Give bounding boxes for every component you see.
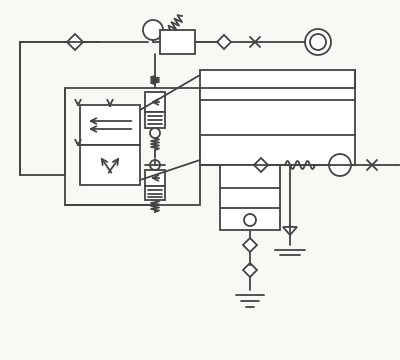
Polygon shape — [254, 158, 268, 172]
Bar — [200, 70, 355, 165]
Polygon shape — [283, 227, 297, 235]
Circle shape — [244, 214, 256, 226]
Circle shape — [310, 34, 326, 50]
Polygon shape — [67, 34, 83, 50]
Bar — [145, 92, 165, 112]
Bar — [80, 145, 140, 185]
Bar — [65, 88, 200, 205]
Polygon shape — [217, 35, 231, 49]
Bar — [160, 30, 195, 54]
Polygon shape — [243, 263, 257, 277]
Bar — [145, 186, 165, 200]
Circle shape — [150, 128, 160, 138]
Bar — [145, 112, 165, 128]
Circle shape — [329, 154, 351, 176]
Bar — [80, 105, 140, 145]
Circle shape — [143, 20, 163, 40]
Circle shape — [150, 160, 160, 170]
Circle shape — [305, 29, 331, 55]
Bar — [220, 165, 280, 230]
Polygon shape — [243, 238, 257, 252]
Bar — [145, 170, 165, 186]
